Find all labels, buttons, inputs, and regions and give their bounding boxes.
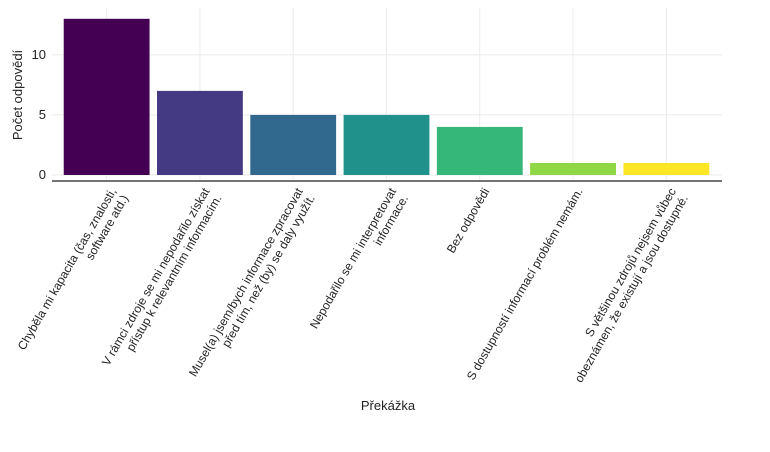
bar bbox=[436, 126, 523, 175]
bar bbox=[623, 162, 710, 175]
x-tick-label: Bez odpovědi bbox=[444, 186, 492, 256]
x-tick-label: S většinou zdrojů nejsem vůbecobeznámen,… bbox=[560, 186, 691, 385]
bar bbox=[63, 18, 150, 175]
bar bbox=[343, 114, 430, 175]
bar bbox=[250, 114, 337, 175]
y-tick-label: 5 bbox=[39, 107, 46, 122]
y-axis-title: Počet odpovědí bbox=[10, 49, 25, 140]
bar bbox=[530, 162, 616, 175]
x-tick-label: Chyběla mi kapacita (čas, znalosti,softw… bbox=[15, 186, 131, 360]
y-tick-label: 10 bbox=[32, 47, 46, 62]
x-tick-label: S dostupností informací problém nemám. bbox=[464, 186, 586, 383]
bar bbox=[157, 90, 243, 175]
y-tick-label: 0 bbox=[39, 167, 46, 182]
x-tick-label: Nepodařilo se mi interpretovatinformace. bbox=[307, 185, 411, 338]
x-axis-title: Překážka bbox=[361, 398, 416, 413]
